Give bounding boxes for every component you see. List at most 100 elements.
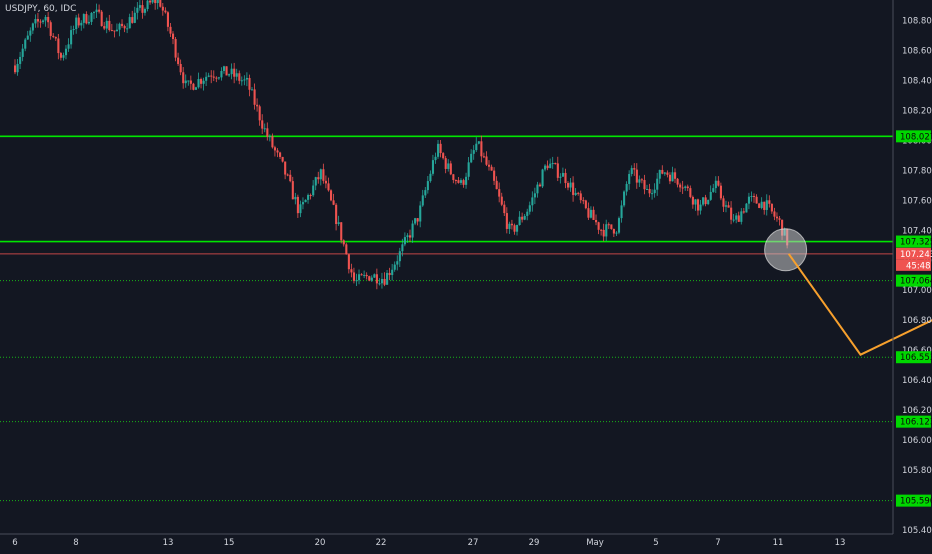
candle-body (753, 196, 756, 198)
candle-body (663, 172, 666, 174)
candle-body (266, 128, 269, 137)
candle-body (694, 199, 697, 205)
candle-body (146, 0, 149, 10)
candle-body (416, 218, 419, 222)
price-tag-label: 107.243 (900, 250, 932, 260)
x-tick-label: 20 (315, 538, 326, 548)
candle-body (233, 68, 236, 77)
candle-body (273, 147, 277, 151)
x-tick-label: 22 (376, 538, 387, 548)
candle-body (605, 224, 608, 237)
candle-body (712, 188, 715, 192)
candle-body (635, 169, 638, 183)
candle-body (719, 185, 722, 199)
candle-body (115, 29, 119, 32)
candle-body (276, 150, 279, 153)
candle-body (549, 163, 552, 169)
candle-body (126, 28, 129, 30)
candle-body (149, 0, 152, 3)
candle-body (128, 17, 131, 29)
candle-body (340, 222, 343, 241)
candle-body (171, 33, 175, 40)
candle-body (403, 237, 406, 245)
candle-body (699, 204, 702, 211)
candle-body (396, 261, 399, 265)
candle-body (174, 39, 177, 58)
candle-body (82, 14, 85, 23)
candle-body (495, 180, 498, 190)
highlight-circle[interactable] (764, 228, 808, 272)
candle-body (737, 215, 740, 222)
level-price-tag (896, 351, 931, 364)
candle-body (187, 80, 190, 82)
candle-body (727, 205, 730, 208)
candle-body (131, 17, 134, 23)
candle-body (39, 21, 42, 23)
candle-body (329, 190, 333, 201)
candle-body (572, 182, 575, 195)
candle-body (26, 35, 29, 40)
candle-body (487, 164, 491, 167)
candle-body (579, 193, 582, 201)
candle-body (709, 191, 712, 200)
candle-body (85, 14, 88, 24)
candle-body (243, 79, 246, 81)
y-tick-label: 105.400 (902, 526, 932, 536)
candle-body (755, 196, 758, 204)
candle-body (643, 180, 646, 190)
candle-body (159, 0, 162, 7)
projection-path[interactable] (787, 253, 932, 500)
candle-body (228, 74, 231, 76)
candle-body (750, 196, 753, 198)
y-tick-label: 106.200 (902, 406, 932, 416)
candle-body (24, 39, 27, 49)
candle-body (200, 79, 203, 84)
candle-body (103, 26, 106, 29)
countdown-label: 45:48 (906, 261, 931, 271)
candle-body (633, 168, 636, 170)
candle-body (668, 174, 672, 182)
candle-body (317, 177, 320, 180)
candle-body (240, 80, 243, 82)
candle-body (154, 0, 157, 4)
candle-body (393, 264, 396, 270)
candle-body (80, 22, 83, 26)
candle-body (574, 192, 577, 195)
candle-body (161, 6, 164, 11)
price-tag-label: 105.596 (900, 497, 932, 507)
candle-body (312, 185, 315, 196)
candle-body (16, 63, 19, 73)
candle-body (388, 272, 391, 276)
candle-body (467, 162, 470, 177)
candle-body (617, 218, 621, 233)
candle-body (781, 219, 784, 236)
candle-body (661, 169, 664, 174)
candle-body (87, 21, 91, 24)
candle-body (526, 211, 529, 216)
candle-body (391, 269, 394, 276)
candle-body (758, 203, 761, 208)
candle-body (538, 184, 542, 187)
candle-body (554, 163, 557, 165)
candle-body (207, 75, 210, 77)
candle-body (508, 223, 511, 229)
candle-body (378, 283, 381, 285)
candle-body (498, 189, 501, 197)
candle-body (490, 166, 493, 171)
candle-body (383, 278, 386, 285)
candle-body (674, 172, 677, 179)
candle-body (485, 156, 488, 165)
candle-body (684, 186, 687, 188)
candle-body (342, 240, 345, 245)
symbol-title: USDJPY, 60, IDC (5, 4, 77, 14)
candle-body (210, 75, 213, 77)
price-tag-label: 106.123 (900, 418, 932, 428)
candle-body (607, 224, 610, 226)
candle-body (477, 141, 480, 144)
candle-body (630, 168, 633, 174)
candle-body (386, 272, 389, 285)
candle-body (724, 205, 728, 207)
x-tick-label: 6 (12, 538, 17, 548)
